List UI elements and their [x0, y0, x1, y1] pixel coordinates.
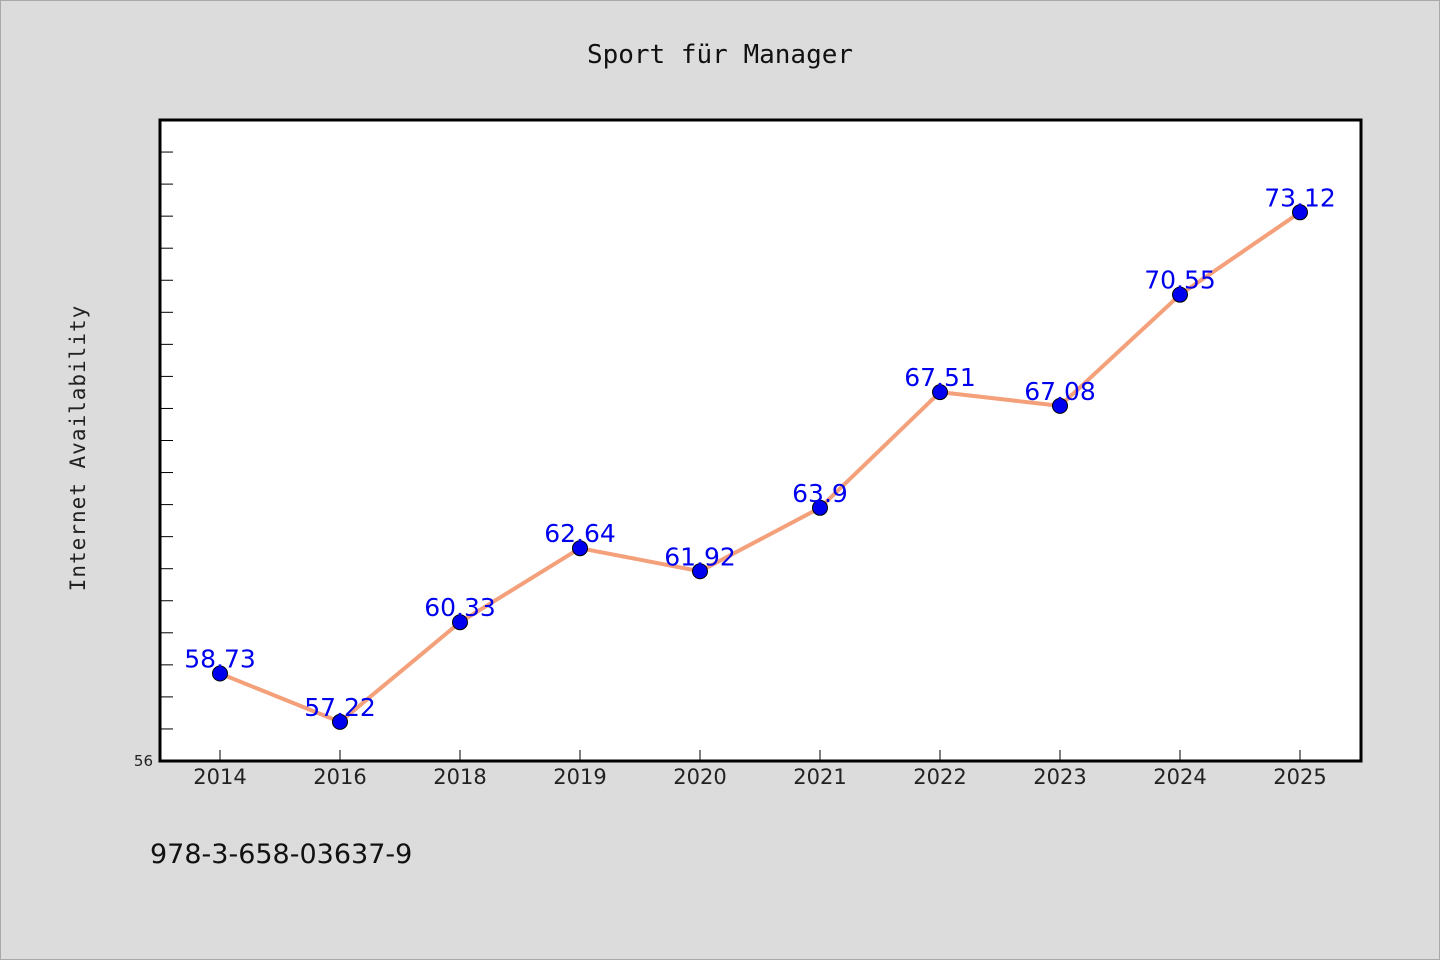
data-point [332, 713, 348, 730]
data-point [1052, 397, 1068, 414]
data-point [692, 563, 708, 580]
data-point [1292, 204, 1308, 221]
data-point [212, 665, 228, 682]
isbn-text: 978-3-658-03637-9 [150, 839, 412, 870]
data-label: 73.12 [1264, 183, 1336, 212]
data-point [1172, 286, 1188, 303]
data-label: 67.51 [904, 363, 976, 392]
data-label: 61.92 [664, 542, 736, 571]
data-label: 57.22 [304, 693, 376, 722]
series-line [218, 210, 1302, 724]
x-axis-ticks: 2014 2016 2018 2019 2020 2021 2022 2023 2024 2025 [193, 750, 1327, 789]
data-label: 58.73 [184, 645, 256, 674]
data-label: 67.08 [1024, 377, 1096, 406]
x-tick-label: 2018 [433, 765, 486, 789]
data-point [812, 499, 828, 516]
data-label: 70.55 [1144, 266, 1216, 295]
data-label: 60.33 [424, 593, 496, 622]
data-point [932, 384, 948, 401]
x-tick-label: 2025 [1273, 765, 1326, 789]
x-tick-label: 2019 [553, 765, 606, 789]
x-tick-label: 2023 [1033, 765, 1086, 789]
y-tick-label: 56 [134, 752, 153, 770]
data-point [452, 614, 468, 631]
x-tick-label: 2021 [793, 765, 846, 789]
x-tick-label: 2022 [913, 765, 966, 789]
y-axis-ticks: 56 [134, 151, 173, 770]
chart-title: Sport für Manager [587, 40, 853, 70]
plot-area [158, 118, 1363, 763]
x-tick-label: 2024 [1153, 765, 1206, 789]
data-point [572, 540, 588, 557]
x-tick-label: 2016 [313, 765, 366, 789]
series-layer: 58.73 57.22 60.33 62.64 61.92 63.9 67.51 67.08 7… [184, 183, 1336, 730]
x-tick-label: 2014 [193, 765, 246, 789]
y-axis-label: Internet Availability [66, 305, 90, 592]
x-tick-label: 2020 [673, 765, 726, 789]
data-label: 63.9 [792, 479, 848, 508]
data-label: 62.64 [544, 519, 616, 548]
